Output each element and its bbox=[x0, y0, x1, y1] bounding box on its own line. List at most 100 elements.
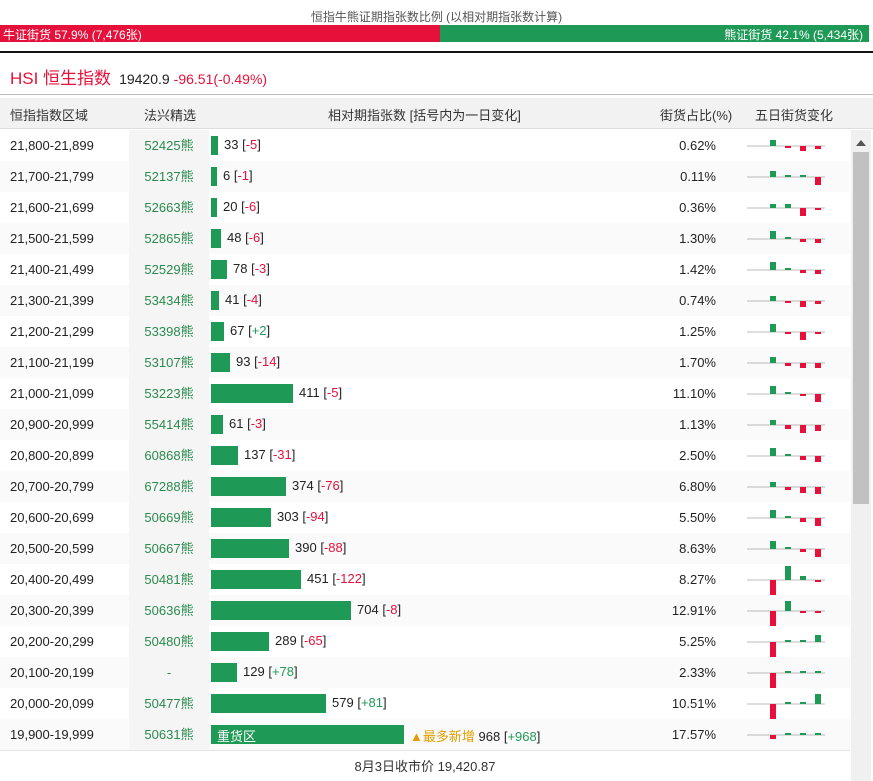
contracts-text: 137 [-31] bbox=[244, 447, 296, 462]
trend-bar bbox=[770, 735, 776, 739]
trend-bar bbox=[770, 386, 776, 394]
daily-change: +81 bbox=[360, 695, 383, 710]
daily-change: -1 bbox=[237, 168, 250, 183]
share-cell: 1.42% bbox=[679, 262, 716, 277]
five-day-trend-chart bbox=[747, 140, 825, 151]
daily-change: -94 bbox=[305, 509, 325, 524]
table-row: 20,900-20,999 55414熊 61 [-3] 1.13% bbox=[0, 409, 850, 441]
range-cell: 19,900-19,999 bbox=[10, 727, 94, 742]
trend-bar bbox=[815, 425, 821, 431]
col-contracts: 相对期指张数 [括号内为一日变化] bbox=[328, 108, 521, 123]
trend-bar bbox=[800, 576, 806, 580]
five-day-trend-chart bbox=[747, 420, 825, 433]
pick-link[interactable]: 50480熊 bbox=[129, 626, 209, 657]
daily-change: -5 bbox=[245, 137, 258, 152]
trend-bar bbox=[770, 296, 776, 301]
range-cell: 20,800-20,899 bbox=[10, 448, 94, 463]
contracts-count: 67 bbox=[230, 323, 245, 338]
contracts-text: 303 [-94] bbox=[277, 509, 329, 524]
table-row: 21,200-21,299 53398熊 67 [+2] 1.25% bbox=[0, 316, 850, 348]
trend-bar bbox=[785, 454, 791, 456]
pick-link[interactable]: 50477熊 bbox=[129, 688, 209, 719]
pick-link[interactable]: 50667熊 bbox=[129, 533, 209, 564]
five-day-trend-chart bbox=[747, 231, 825, 243]
pick-link[interactable]: 52137熊 bbox=[129, 161, 209, 192]
trend-bar bbox=[770, 510, 776, 518]
table-row: 20,400-20,499 50481熊 451 [-122] 8.27% bbox=[0, 564, 850, 596]
trend-bar bbox=[815, 456, 821, 462]
range-cell: 21,000-21,099 bbox=[10, 386, 94, 401]
index-change: -96.51(-0.49%) bbox=[173, 71, 268, 87]
pick-link[interactable]: 53434熊 bbox=[129, 285, 209, 316]
trend-bar bbox=[815, 301, 821, 304]
range-cell: 21,500-21,599 bbox=[10, 231, 94, 246]
pick-link[interactable]: 55414熊 bbox=[129, 409, 209, 440]
share-cell: 0.74% bbox=[679, 293, 716, 308]
contracts-count: 390 bbox=[295, 540, 317, 555]
heavy-zone-label: 重货区 bbox=[217, 729, 257, 744]
pick-link[interactable]: 53107熊 bbox=[129, 347, 209, 378]
daily-change: -88 bbox=[323, 540, 343, 555]
trend-bar bbox=[800, 549, 806, 552]
trend-bar bbox=[770, 673, 776, 688]
trend-bar bbox=[770, 541, 776, 549]
pick-link[interactable]: 50631熊 bbox=[129, 719, 209, 750]
table-header: 恒指指数区域 法兴精选 相对期指张数 [括号内为一日变化] 街货占比(%) 五日… bbox=[0, 98, 873, 129]
share-cell: 5.50% bbox=[679, 510, 716, 525]
range-cell: 20,100-20,199 bbox=[10, 665, 94, 680]
scrollbar[interactable] bbox=[851, 130, 871, 781]
five-day-trend-chart bbox=[747, 357, 825, 368]
contracts-count: 6 bbox=[223, 168, 231, 183]
trend-bar bbox=[770, 171, 776, 177]
trend-bar bbox=[785, 601, 791, 611]
contracts-text: 129 [+78] bbox=[243, 664, 298, 679]
pick-link[interactable]: 50636熊 bbox=[129, 595, 209, 626]
trend-bar bbox=[815, 146, 821, 149]
trend-bar bbox=[800, 702, 806, 704]
table-row: 21,300-21,399 53434熊 41 [-4] 0.74% bbox=[0, 285, 850, 317]
daily-change: -3 bbox=[250, 416, 263, 431]
contracts-text: 33 [-5] bbox=[224, 137, 261, 152]
table-row: 21,600-21,699 52663熊 20 [-6] 0.36% bbox=[0, 192, 850, 224]
pick-link[interactable]: 50481熊 bbox=[129, 564, 209, 595]
col-range: 恒指指数区域 bbox=[10, 108, 89, 123]
contracts-text: 20 [-6] bbox=[223, 199, 260, 214]
trend-bar bbox=[800, 640, 806, 642]
col-pick: 法兴精选 bbox=[144, 108, 197, 123]
trend-bar bbox=[785, 547, 791, 549]
trend-bar bbox=[770, 642, 776, 657]
daily-change: +2 bbox=[251, 323, 267, 338]
daily-change: -6 bbox=[244, 199, 257, 214]
contracts-text: 67 [+2] bbox=[230, 323, 271, 338]
share-cell: 11.10% bbox=[672, 386, 716, 401]
pick-link[interactable]: 52425熊 bbox=[129, 130, 209, 161]
contracts-bar bbox=[211, 322, 224, 341]
range-cell: 20,400-20,499 bbox=[10, 572, 94, 587]
pick-link[interactable]: 53398熊 bbox=[129, 316, 209, 347]
trend-bar bbox=[800, 332, 806, 340]
pick-link[interactable]: 52663熊 bbox=[129, 192, 209, 223]
trend-bar bbox=[800, 425, 806, 433]
pick-link[interactable]: 52865熊 bbox=[129, 223, 209, 254]
contracts-text: 411 [-5] bbox=[299, 385, 343, 400]
pick-link[interactable]: 67288熊 bbox=[129, 471, 209, 502]
contracts-bar bbox=[211, 198, 217, 217]
trend-bar bbox=[785, 702, 791, 704]
bull-bear-ratio-bar: 牛证街货 57.9% (7,476张) 熊证街货 42.1% (5,434张) bbox=[0, 25, 873, 42]
pick-link[interactable]: 52529熊 bbox=[129, 254, 209, 285]
pick-link[interactable]: 60868熊 bbox=[129, 440, 209, 471]
table-row: 21,400-21,499 52529熊 78 [-3] 1.42% bbox=[0, 254, 850, 286]
table-row: 21,700-21,799 52137熊 6 [-1] 0.11% bbox=[0, 161, 850, 193]
share-cell: 17.57% bbox=[671, 727, 716, 742]
contracts-count: 137 bbox=[244, 447, 266, 462]
trend-bar bbox=[800, 671, 806, 673]
contracts-bar bbox=[211, 539, 289, 558]
share-cell: 0.36% bbox=[679, 200, 716, 215]
scroll-up-icon[interactable] bbox=[856, 140, 866, 146]
pick-link[interactable]: 53223熊 bbox=[129, 378, 209, 409]
contracts-count: 48 bbox=[227, 230, 242, 245]
pick-link[interactable]: 50669熊 bbox=[129, 502, 209, 533]
trend-bar bbox=[800, 733, 806, 735]
scroll-thumb[interactable] bbox=[853, 152, 869, 504]
daily-change: +78 bbox=[271, 664, 294, 679]
